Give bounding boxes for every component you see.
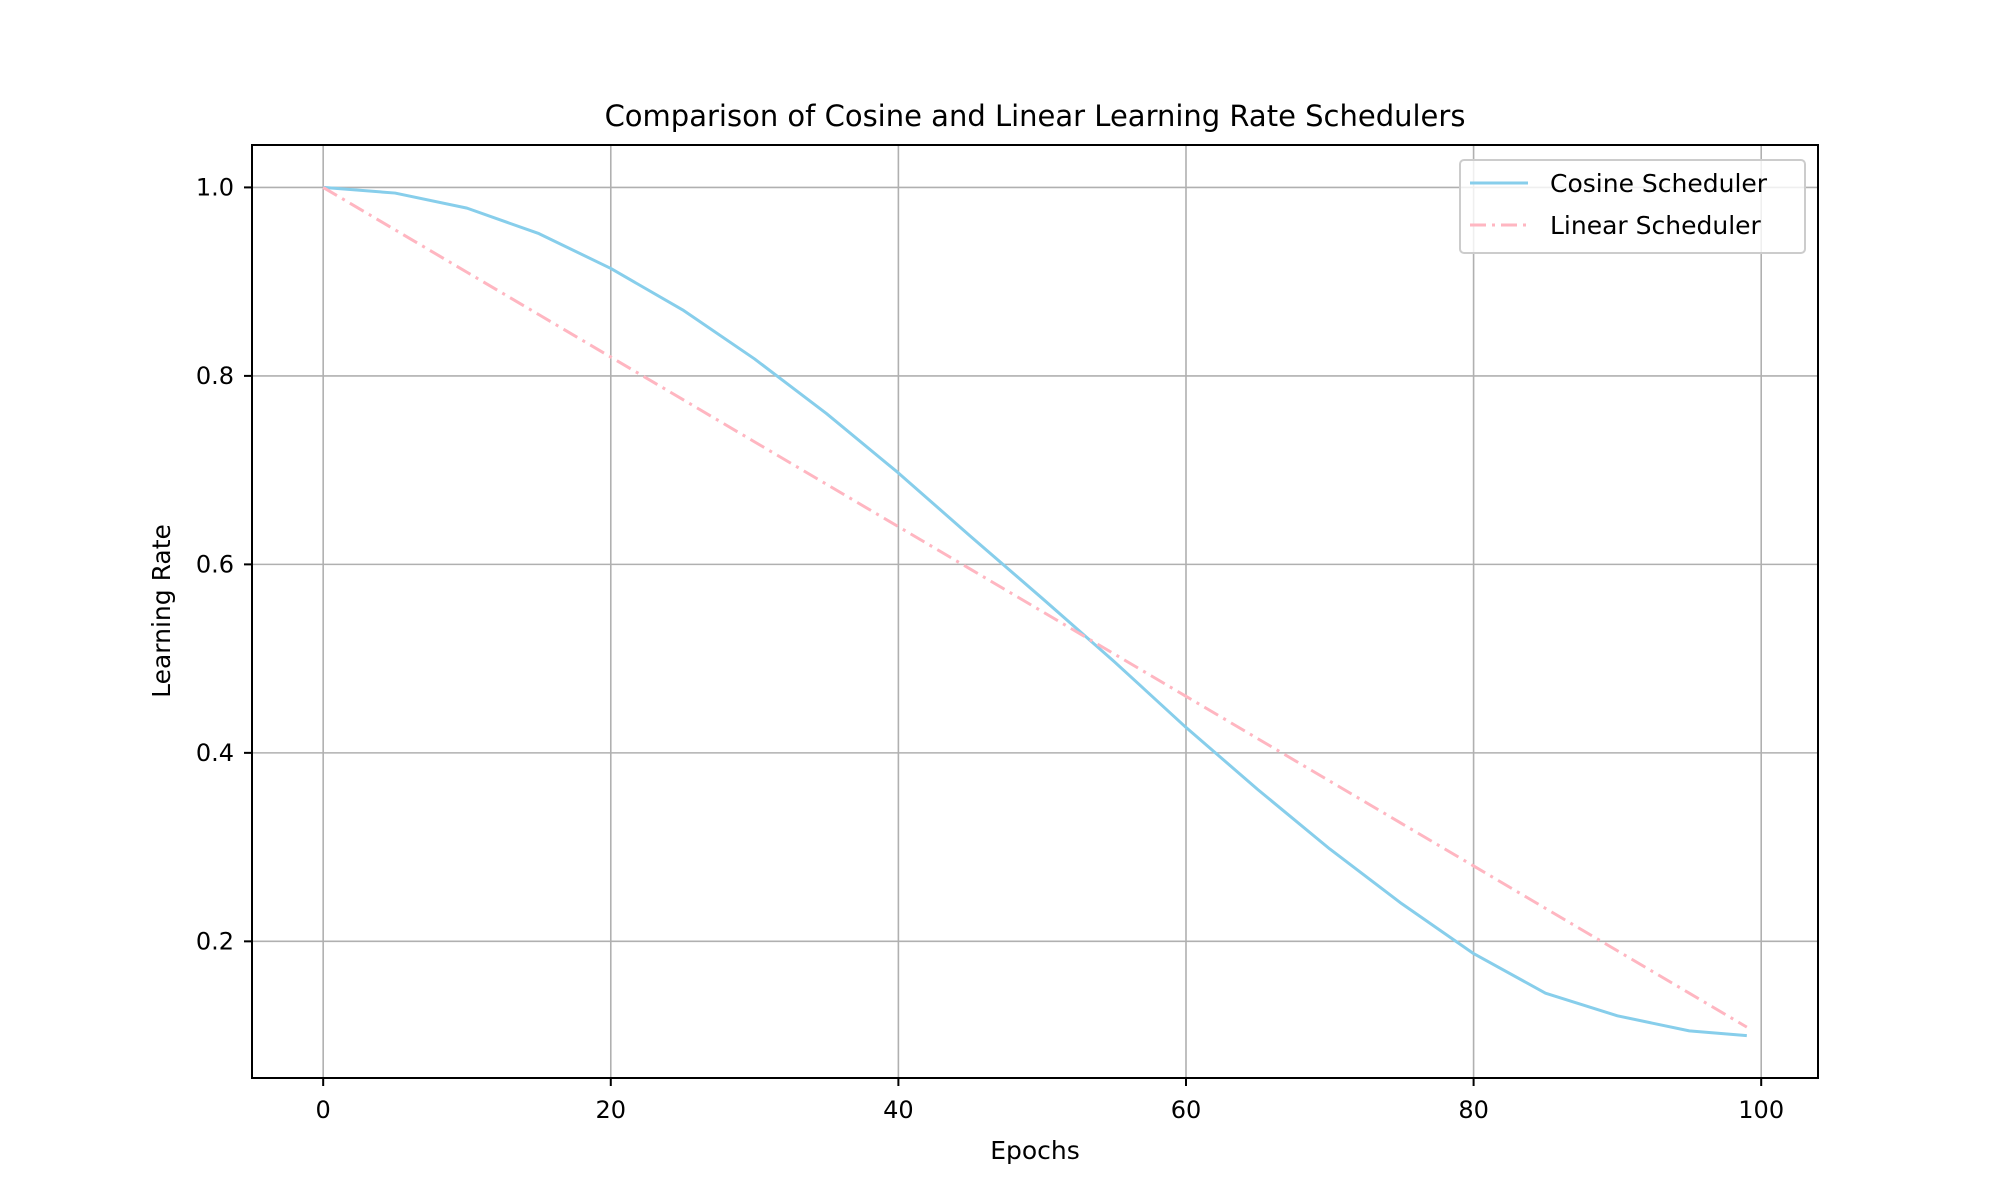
series-line-cosine-scheduler xyxy=(323,185,1747,1038)
legend-box xyxy=(1459,159,1806,254)
y-tick-label: 0.6 xyxy=(196,550,234,578)
x-tick-label: 60 xyxy=(1171,1096,1202,1124)
y-tick-label: 0.2 xyxy=(196,927,234,955)
x-tick-label: 40 xyxy=(883,1096,914,1124)
chart-title: Comparison of Cosine and Linear Learning… xyxy=(605,99,1466,133)
x-tick-label: 100 xyxy=(1738,1096,1784,1124)
x-tick-label: 80 xyxy=(1458,1096,1489,1124)
y-tick-label: 0.8 xyxy=(196,362,234,390)
legend: Cosine Scheduler Linear Scheduler xyxy=(1459,159,1806,254)
y-tick-label: 1.0 xyxy=(196,173,234,201)
series-lines xyxy=(322,185,1748,1038)
legend-label-cosine: Cosine Scheduler xyxy=(1550,169,1768,198)
legend-label-linear: Linear Scheduler xyxy=(1550,211,1762,240)
x-axis-label: Epochs xyxy=(990,1136,1080,1165)
axis-ticks: 0 20 40 60 80 100 0.2 0.4 0.6 0.8 1.0 xyxy=(196,173,1784,1124)
y-tick-label: 0.4 xyxy=(196,739,234,767)
x-tick-label: 0 xyxy=(316,1096,331,1124)
plot-frame xyxy=(251,144,1819,1079)
y-axis-label: Learning Rate xyxy=(147,524,176,698)
x-tick-label: 20 xyxy=(596,1096,627,1124)
